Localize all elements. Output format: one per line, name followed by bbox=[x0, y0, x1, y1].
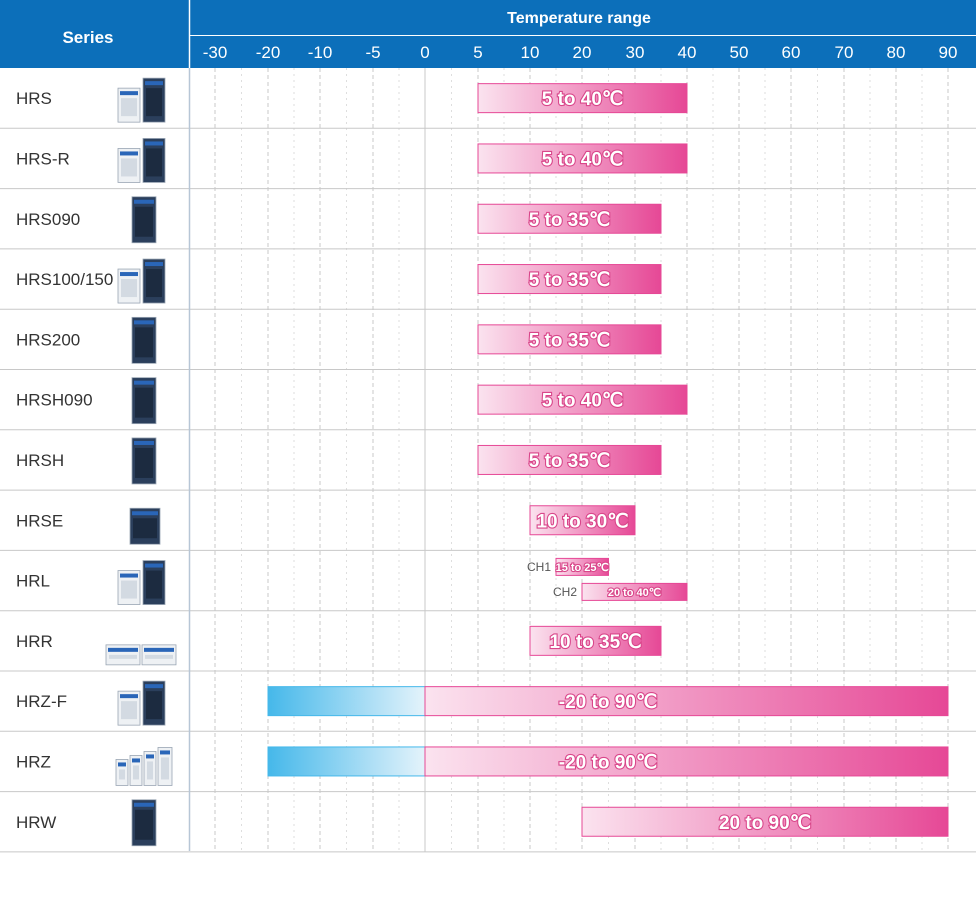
range-bar-label: 5 to 35℃ bbox=[529, 330, 611, 351]
x-axis-ticks: -30 -20 -10 -5 0 5 10 20 30 40 50 60 70 80 90 bbox=[203, 43, 958, 62]
channel-label: CH2 bbox=[553, 585, 577, 599]
range-bar-label: 5 to 35℃ bbox=[529, 451, 611, 472]
series-name: HRZ-F bbox=[16, 692, 67, 711]
series-name: HRSE bbox=[16, 511, 63, 530]
range-bar bbox=[477, 143, 688, 174]
x-tick-label: 70 bbox=[835, 43, 854, 62]
range-bar-label: 5 to 40℃ bbox=[542, 391, 624, 412]
range-bar bbox=[477, 384, 688, 415]
x-tick-label: -10 bbox=[308, 43, 333, 62]
range-bar-label: 5 to 40℃ bbox=[542, 89, 624, 110]
chiller-group-icon bbox=[115, 747, 173, 786]
series-row: HRSE 10 to 30℃ bbox=[0, 505, 976, 551]
range-bar-label: 15 to 25℃ bbox=[556, 562, 609, 574]
series-name: HRW bbox=[16, 813, 56, 832]
series-name: HRSH bbox=[16, 451, 64, 470]
range-bar bbox=[555, 557, 609, 576]
x-tick-label: 10 bbox=[521, 43, 540, 62]
series-row: HRS-R 5 to 40℃ bbox=[0, 138, 976, 190]
chiller-tower-icon bbox=[131, 799, 157, 847]
chiller-tower-icon bbox=[131, 377, 157, 425]
series-name: HRS090 bbox=[16, 210, 80, 229]
x-tick-label: -30 bbox=[203, 43, 228, 62]
x-tick-label: 80 bbox=[887, 43, 906, 62]
chiller-pair-icon bbox=[117, 77, 166, 123]
series-name: HRS100/150 bbox=[16, 270, 113, 289]
range-bar bbox=[477, 444, 662, 475]
series-row: HRS200 5 to 35℃ bbox=[0, 316, 976, 370]
header-background bbox=[0, 0, 976, 68]
range-bar bbox=[529, 505, 636, 536]
range-bar-cold bbox=[267, 746, 426, 777]
series-row: HRZ-F -20 to 90℃ bbox=[0, 680, 976, 732]
chiller-tower-icon bbox=[131, 196, 157, 244]
series-row: HRSH090 5 to 40℃ bbox=[0, 377, 976, 431]
range-bar-label: 5 to 35℃ bbox=[529, 210, 611, 231]
range-bar-label: 10 to 35℃ bbox=[549, 632, 641, 653]
series-row: HRSH 5 to 35℃ bbox=[0, 437, 976, 491]
chiller-tower-icon bbox=[131, 437, 157, 485]
series-row: HRZ -20 to 90℃ bbox=[0, 746, 976, 793]
chiller-pair-icon bbox=[117, 258, 166, 304]
x-tick-label: 20 bbox=[573, 43, 592, 62]
chiller-pair-icon bbox=[117, 560, 166, 605]
range-bar-label: 20 to 40℃ bbox=[608, 587, 661, 599]
series-name: HRS bbox=[16, 89, 52, 108]
range-bar-label: 5 to 40℃ bbox=[542, 149, 624, 170]
chiller-pair-icon bbox=[117, 138, 166, 183]
range-bar bbox=[424, 746, 949, 777]
series-row: HRS090 5 to 35℃ bbox=[0, 196, 976, 250]
x-tick-label: -5 bbox=[365, 43, 380, 62]
axis-title: Temperature range bbox=[507, 10, 651, 27]
series-name: HRS-R bbox=[16, 149, 70, 168]
series-name: HRSH090 bbox=[16, 391, 93, 410]
series-name: HRS200 bbox=[16, 330, 80, 349]
range-bar bbox=[477, 203, 662, 234]
chiller-cube-icon bbox=[129, 507, 161, 545]
series-column-header: Series bbox=[62, 28, 113, 47]
range-bar bbox=[581, 582, 688, 601]
range-bar bbox=[424, 686, 949, 717]
series-row: HRS 5 to 40℃ bbox=[0, 77, 976, 129]
x-tick-label: 30 bbox=[626, 43, 645, 62]
x-tick-label: 60 bbox=[782, 43, 801, 62]
range-bar bbox=[477, 83, 688, 114]
series-row: HRW 20 to 90℃ bbox=[0, 799, 976, 853]
chiller-pair-icon bbox=[117, 680, 166, 726]
x-tick-label: 0 bbox=[420, 43, 429, 62]
range-bar-label: 5 to 35℃ bbox=[529, 270, 611, 291]
x-tick-label: 90 bbox=[939, 43, 958, 62]
x-tick-label: -20 bbox=[256, 43, 281, 62]
range-bar bbox=[477, 324, 662, 355]
series-row: HRR 10 to 35℃ bbox=[0, 625, 976, 672]
series-name: HRL bbox=[16, 572, 50, 591]
series-name: HRZ bbox=[16, 752, 51, 771]
range-bar-label: 20 to 90℃ bbox=[719, 813, 811, 834]
series-row: HRS100/150 5 to 35℃ bbox=[0, 258, 976, 310]
range-bar bbox=[581, 806, 949, 837]
range-bar-label: 10 to 30℃ bbox=[536, 511, 628, 532]
chiller-tower-icon bbox=[131, 316, 157, 364]
rack-chiller-icon bbox=[105, 644, 177, 666]
x-tick-label: 50 bbox=[730, 43, 749, 62]
series-name: HRR bbox=[16, 632, 53, 651]
channel-label: CH1 bbox=[527, 560, 551, 574]
range-bar-cold bbox=[267, 686, 426, 717]
x-tick-label: 40 bbox=[678, 43, 697, 62]
range-bar bbox=[529, 625, 662, 656]
range-bar bbox=[477, 264, 662, 295]
x-tick-label: 5 bbox=[473, 43, 482, 62]
series-row: HRL 15 to 25℃ CH1 20 to 40℃ CH2 bbox=[0, 557, 976, 612]
range-bar-label: -20 to 90℃ bbox=[559, 752, 657, 773]
range-bar-label: -20 to 90℃ bbox=[559, 692, 657, 713]
